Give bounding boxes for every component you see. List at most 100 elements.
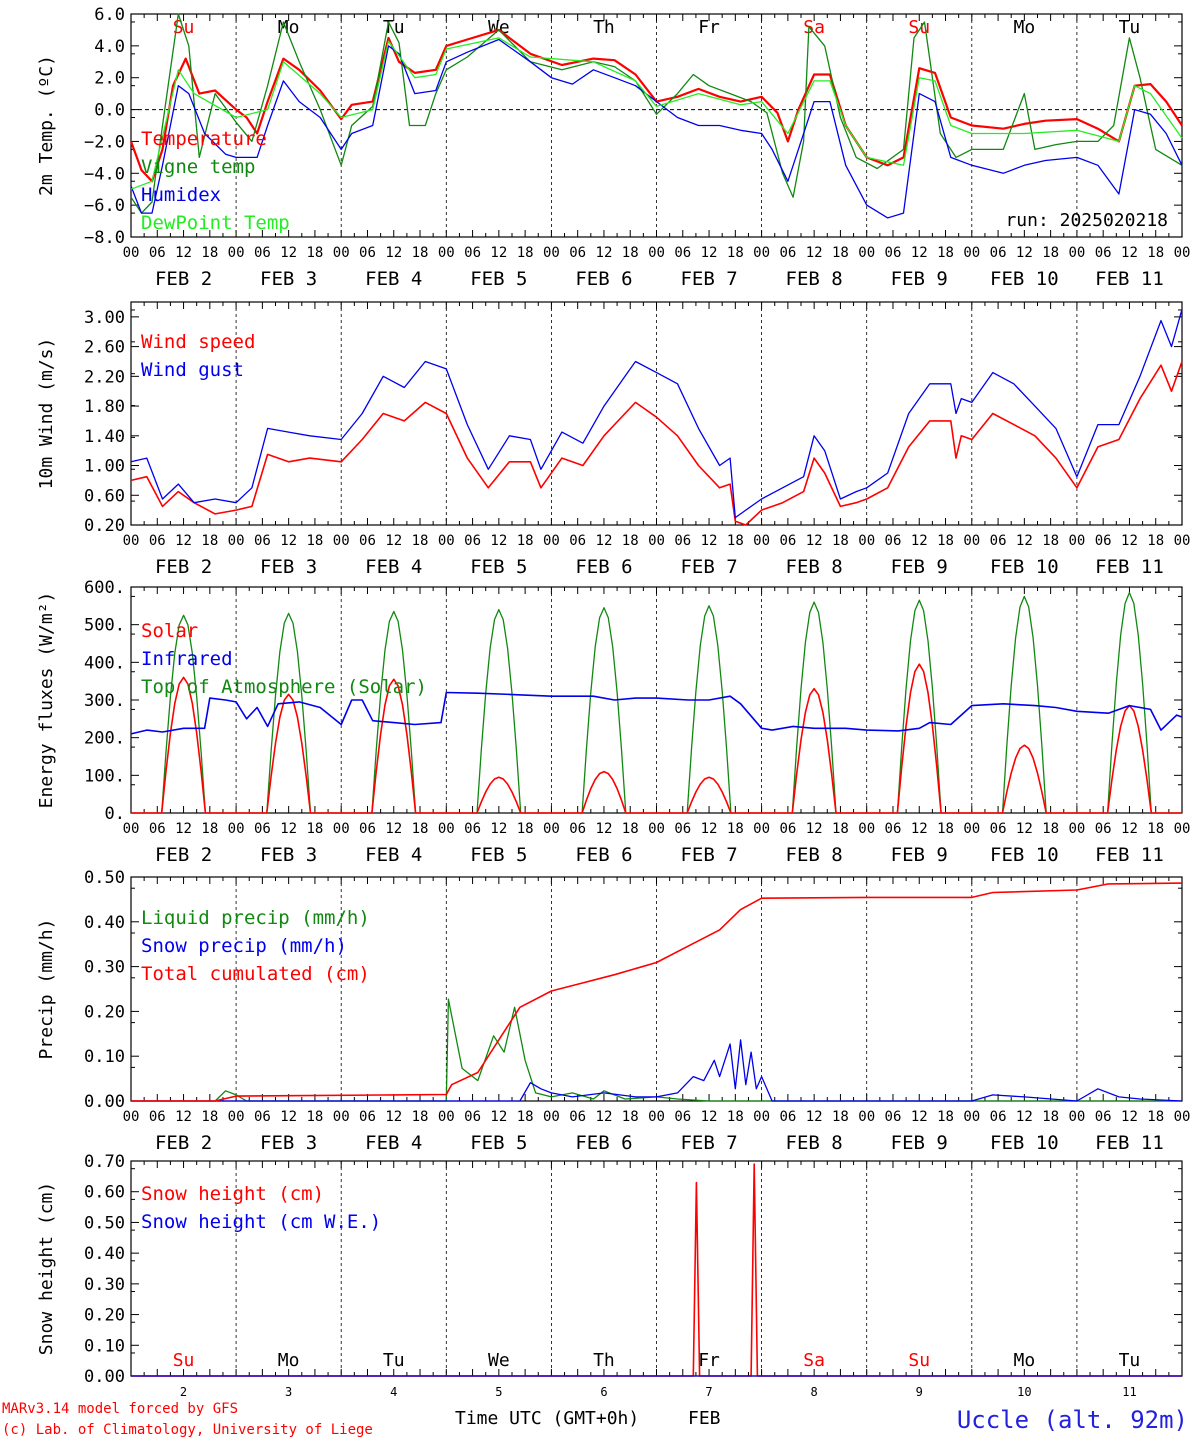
- hour-label: 00: [963, 821, 980, 837]
- hour-label: 06: [359, 245, 376, 261]
- y-tick-label: 0.0: [94, 101, 125, 121]
- hour-label: 12: [490, 245, 507, 261]
- hour-label: 00: [543, 821, 560, 837]
- y-tick-label: 100.: [84, 766, 125, 786]
- day-label: FEB 10: [990, 268, 1059, 290]
- day-label: FEB 8: [786, 844, 843, 866]
- hour-label: 18: [832, 821, 849, 837]
- hour-label: 06: [149, 533, 166, 549]
- hour-label: 06: [464, 1109, 481, 1125]
- hour-label: 00: [1174, 1109, 1191, 1125]
- hour-label: 00: [123, 533, 140, 549]
- weekday-label: Fr: [698, 1350, 720, 1371]
- day-label: FEB 3: [260, 844, 317, 866]
- hour-label: 18: [201, 245, 218, 261]
- legend-entry: Snow height (cm W.E.): [141, 1211, 381, 1233]
- y-tick-label: −6.0: [84, 196, 125, 216]
- hour-label: 06: [464, 821, 481, 837]
- hour-label: 12: [490, 533, 507, 549]
- series-total-cumulated-cm: [131, 882, 1183, 1102]
- hour-label: 12: [280, 533, 297, 549]
- hour-label: 18: [306, 245, 323, 261]
- station-name: Uccle (alt. 92m): [957, 1406, 1188, 1434]
- hour-label: 12: [596, 245, 613, 261]
- weekday-label: Tu: [1119, 1350, 1141, 1371]
- hour-label: 18: [412, 821, 429, 837]
- credit-line-2: (c) Lab. of Climatology, University of L…: [2, 1422, 373, 1438]
- y-tick-label: 0.10: [84, 1336, 125, 1356]
- hour-label: 18: [622, 245, 639, 261]
- hour-label: 00: [648, 245, 665, 261]
- hour-label: 18: [1147, 245, 1164, 261]
- hour-label: 06: [149, 245, 166, 261]
- hour-label: 00: [753, 245, 770, 261]
- series-dewpoint-temp: [130, 37, 1183, 190]
- day-label: FEB 7: [680, 844, 737, 866]
- legend-entry: Snow height (cm): [141, 1183, 324, 1205]
- y-tick-label: 0.20: [84, 1002, 125, 1022]
- y-tick-label: 0.60: [84, 486, 125, 506]
- series-wind-gust: [130, 309, 1183, 519]
- day-label: FEB 8: [786, 268, 843, 290]
- day-number: 6: [600, 1385, 607, 1399]
- hour-label: 12: [701, 821, 718, 837]
- hour-label: 18: [412, 1109, 429, 1125]
- hour-label: 06: [359, 821, 376, 837]
- day-number: 4: [390, 1385, 397, 1399]
- hour-label: 12: [596, 1109, 613, 1125]
- hour-label: 12: [385, 1109, 402, 1125]
- hour-label: 06: [779, 533, 796, 549]
- day-label: FEB 9: [891, 844, 948, 866]
- hour-label: 00: [858, 1109, 875, 1125]
- hour-label: 06: [779, 245, 796, 261]
- y-tick-label: 400.: [84, 653, 125, 673]
- y-tick-label: −2.0: [84, 132, 125, 152]
- hour-label: 00: [753, 1109, 770, 1125]
- legend-entry: Humidex: [141, 184, 221, 206]
- weekday-label: Mo: [1014, 17, 1036, 38]
- day-label: FEB 7: [680, 556, 737, 578]
- weekday-label: Tu: [1119, 17, 1141, 38]
- hour-label: 12: [1016, 245, 1033, 261]
- day-label: FEB 4: [365, 844, 422, 866]
- hour-label: 06: [674, 245, 691, 261]
- y-tick-label: 300.: [84, 691, 125, 711]
- day-number: 9: [916, 1385, 923, 1399]
- hour-label: 00: [858, 533, 875, 549]
- series-liquid-precip-mm-h: [131, 998, 1182, 1102]
- hour-label: 06: [990, 533, 1007, 549]
- hour-label: 12: [701, 1109, 718, 1125]
- day-label: FEB 5: [470, 1132, 527, 1154]
- hour-label: 06: [990, 245, 1007, 261]
- day-label: FEB 4: [365, 1132, 422, 1154]
- day-number: 5: [495, 1385, 502, 1399]
- legend-entry: Wind gust: [141, 359, 244, 381]
- hour-label: 00: [123, 1109, 140, 1125]
- day-label: FEB 9: [891, 268, 948, 290]
- series-infrared: [130, 691, 1183, 735]
- hour-label: 18: [517, 1109, 534, 1125]
- hour-label: 12: [596, 821, 613, 837]
- y-tick-label: 1.80: [84, 397, 125, 417]
- hour-label: 12: [280, 821, 297, 837]
- day-label: FEB 2: [155, 844, 212, 866]
- legend-entry: Vigne temp: [141, 156, 255, 178]
- hour-label: 12: [806, 533, 823, 549]
- day-label: FEB 2: [155, 1132, 212, 1154]
- y-tick-label: 200.: [84, 729, 125, 749]
- hour-label: 00: [963, 1109, 980, 1125]
- hour-label: 12: [806, 1109, 823, 1125]
- hour-label: 06: [149, 821, 166, 837]
- panel-5: 0.70 0.60 0.50 0.40 0.30 0.20 0.10 0.00 Snow hei…: [36, 1152, 1183, 1399]
- hour-label: 00: [543, 245, 560, 261]
- hour-label: 12: [1016, 1109, 1033, 1125]
- weekday-label: Fr: [698, 17, 720, 38]
- hour-label: 06: [779, 821, 796, 837]
- hour-label: 18: [1147, 821, 1164, 837]
- hour-label: 00: [228, 821, 245, 837]
- hour-label: 12: [1121, 821, 1138, 837]
- hour-label: 00: [333, 821, 350, 837]
- day-label: FEB 4: [365, 556, 422, 578]
- day-label: FEB 8: [786, 556, 843, 578]
- hour-label: 06: [885, 245, 902, 261]
